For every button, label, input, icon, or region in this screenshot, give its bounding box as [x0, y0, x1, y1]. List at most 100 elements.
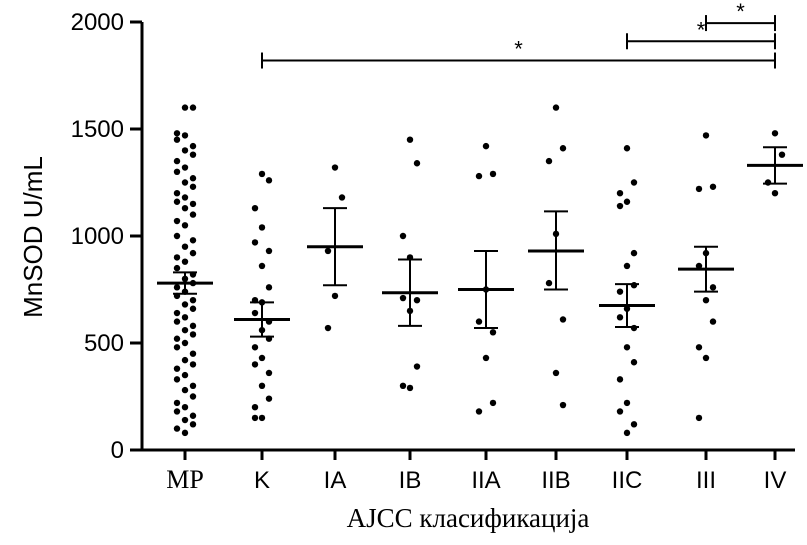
data-point	[189, 142, 197, 150]
data-point	[173, 136, 181, 143]
x-tick-label: IIA	[471, 467, 500, 494]
y-tick-label: 2000	[71, 9, 124, 36]
data-point	[181, 301, 189, 308]
x-tick-label: IA	[324, 467, 347, 494]
x-axis-label: AJCC класификација	[347, 503, 590, 533]
data-point	[181, 386, 189, 394]
data-point	[181, 194, 189, 201]
data-point	[406, 136, 414, 143]
data-point	[258, 170, 266, 178]
data-point	[695, 414, 703, 422]
data-point	[258, 414, 266, 422]
data-point	[189, 305, 197, 312]
data-point	[475, 408, 483, 415]
data-point	[630, 421, 638, 428]
data-point	[173, 399, 181, 407]
data-point	[630, 179, 638, 186]
data-point	[251, 309, 259, 317]
data-point	[181, 326, 189, 334]
data-point	[181, 429, 189, 437]
data-point	[702, 132, 710, 139]
data-point	[173, 217, 181, 225]
data-point	[173, 408, 181, 415]
data-point	[545, 279, 553, 287]
data-point	[709, 284, 717, 291]
data-point	[616, 314, 624, 321]
data-point	[189, 183, 197, 190]
data-point	[173, 157, 181, 165]
data-point	[616, 376, 624, 383]
x-axis-ticks: MP K IA IB IIA IIB IIC III IV	[166, 450, 786, 494]
data-point	[258, 224, 266, 231]
significance-label: *	[697, 17, 706, 42]
y-axis-ticks: 0 500 1000 1500 2000	[71, 9, 142, 464]
data-point	[181, 404, 189, 411]
data-point	[173, 365, 181, 372]
data-point	[173, 309, 181, 317]
data-point	[181, 371, 189, 379]
data-point	[406, 384, 414, 392]
data-point	[173, 168, 181, 175]
data-point	[181, 243, 189, 250]
data-point	[399, 294, 407, 302]
x-tick-label: III	[696, 467, 716, 494]
data-point	[181, 258, 189, 265]
data-point	[189, 350, 197, 357]
data-point	[189, 200, 197, 208]
data-point	[173, 232, 181, 240]
data-point	[630, 324, 638, 332]
data-point	[173, 318, 181, 325]
data-point	[489, 399, 497, 407]
data-point	[623, 429, 631, 437]
y-tick-label: 1000	[71, 223, 124, 250]
y-tick-label: 0	[111, 437, 124, 464]
data-point	[695, 262, 703, 270]
data-point	[251, 361, 259, 368]
data-point	[189, 412, 197, 419]
data-point	[399, 232, 407, 240]
data-point	[331, 164, 339, 171]
data-point	[265, 284, 273, 291]
data-point	[616, 288, 624, 295]
data-point	[181, 164, 189, 171]
data-point	[552, 104, 560, 111]
data-point	[331, 292, 339, 300]
data-point	[189, 104, 197, 111]
y-axis-label: MnSOD U/mL	[18, 156, 48, 318]
data-point	[338, 194, 346, 201]
x-tick-label: MP	[166, 465, 204, 494]
data-point	[181, 204, 189, 212]
data-point	[771, 130, 779, 137]
data-point	[181, 132, 189, 139]
data-point	[173, 254, 181, 261]
y-tick-label: 500	[84, 330, 124, 357]
data-point	[324, 247, 332, 255]
data-point	[181, 339, 189, 347]
mean-sem-bars	[157, 146, 803, 338]
data-point	[489, 170, 497, 178]
data-point	[189, 151, 197, 158]
data-point	[251, 239, 259, 246]
data-point	[778, 151, 786, 158]
data-point	[265, 177, 273, 184]
significance-brackets: * * *	[261, 0, 776, 69]
data-point	[623, 344, 631, 351]
significance-label: *	[514, 37, 523, 62]
data-point	[173, 130, 181, 137]
data-point	[189, 237, 197, 244]
data-point	[181, 416, 189, 424]
data-point	[189, 331, 197, 338]
data-point	[173, 198, 181, 205]
data-point	[258, 262, 266, 270]
data-point	[482, 354, 490, 362]
x-tick-label: IIB	[541, 467, 570, 494]
data-point	[181, 147, 189, 154]
data-point	[181, 356, 189, 364]
data-point	[630, 282, 638, 289]
data-point	[173, 425, 181, 432]
data-point	[413, 160, 421, 167]
data-point	[189, 322, 197, 330]
data-point	[173, 264, 181, 272]
data-point	[251, 404, 259, 411]
